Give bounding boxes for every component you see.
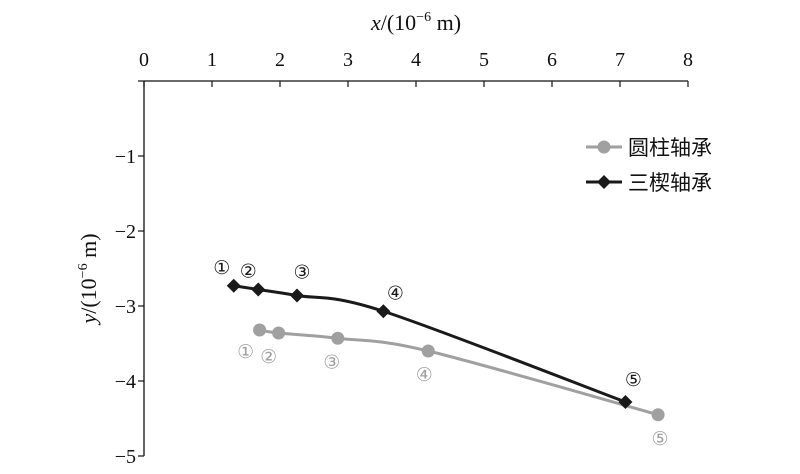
x-tick-label: 6 bbox=[547, 49, 557, 71]
data-point bbox=[421, 344, 435, 358]
data-point bbox=[226, 278, 241, 293]
y-tick-label: −2 bbox=[115, 221, 136, 243]
y-tick-label: −3 bbox=[115, 296, 136, 318]
point-label: ③ bbox=[323, 351, 340, 373]
axes: 0 1 2 3 4 5 6 7 8−1−2−3−4−5x/(10−6 m)y/(10−6 m) bbox=[76, 10, 693, 468]
data-point bbox=[618, 395, 633, 409]
legend-label: 三楔轴承 bbox=[628, 171, 712, 195]
point-label: ② bbox=[240, 261, 257, 283]
y-axis-title-unit: /(10 bbox=[76, 278, 101, 313]
y-axis-title: y/(10−6 m) bbox=[76, 233, 101, 325]
y-axis-title-exp: −6 bbox=[76, 263, 91, 278]
point-label: ⑤ bbox=[625, 369, 642, 391]
series-1: ① ② ③ ④ ⑤ bbox=[237, 323, 669, 450]
x-tick-label: 7 bbox=[615, 49, 625, 71]
x-axis-title-exp: −6 bbox=[416, 10, 431, 25]
x-tick-label: 0 bbox=[139, 49, 149, 71]
point-label: ① bbox=[237, 341, 254, 363]
point-label: ④ bbox=[416, 364, 433, 386]
point-label: ② bbox=[260, 346, 277, 368]
legend-marker bbox=[597, 175, 611, 189]
data-point bbox=[651, 408, 665, 422]
legend-marker bbox=[597, 140, 611, 154]
y-tick-label: −1 bbox=[115, 146, 136, 168]
series-line bbox=[259, 328, 659, 417]
x-tick-label: 2 bbox=[275, 49, 285, 71]
y-axis-title-var: y bbox=[76, 314, 101, 326]
x-tick-label: 8 bbox=[683, 49, 693, 71]
x-axis-title-unit: /(10 bbox=[381, 10, 416, 35]
data-point bbox=[272, 326, 286, 340]
x-tick-label: 1 bbox=[207, 49, 217, 71]
y-tick-label: −4 bbox=[115, 371, 136, 393]
data-point bbox=[251, 282, 266, 297]
data-point bbox=[331, 331, 345, 345]
x-tick-label: 3 bbox=[343, 49, 353, 71]
x-tick-label: 4 bbox=[411, 49, 421, 71]
x-tick-label: 5 bbox=[479, 49, 489, 71]
point-label: ① bbox=[213, 257, 230, 279]
y-tick-label: −5 bbox=[115, 446, 136, 468]
x-axis-title-tail: m) bbox=[431, 10, 461, 35]
x-axis-title-var: x bbox=[370, 10, 381, 35]
series-2: ① ② ③④⑤ bbox=[213, 257, 642, 409]
data-point bbox=[376, 304, 391, 319]
data-point bbox=[290, 288, 304, 303]
point-label: ③ bbox=[293, 262, 310, 284]
point-label: ⑤ bbox=[652, 428, 669, 450]
legend-label: 圆柱轴承 bbox=[628, 136, 712, 160]
data-point bbox=[253, 323, 267, 337]
point-label: ④ bbox=[387, 282, 404, 304]
y-axis-title-tail: m) bbox=[76, 233, 101, 263]
x-axis-title: x/(10−6 m) bbox=[370, 10, 461, 35]
